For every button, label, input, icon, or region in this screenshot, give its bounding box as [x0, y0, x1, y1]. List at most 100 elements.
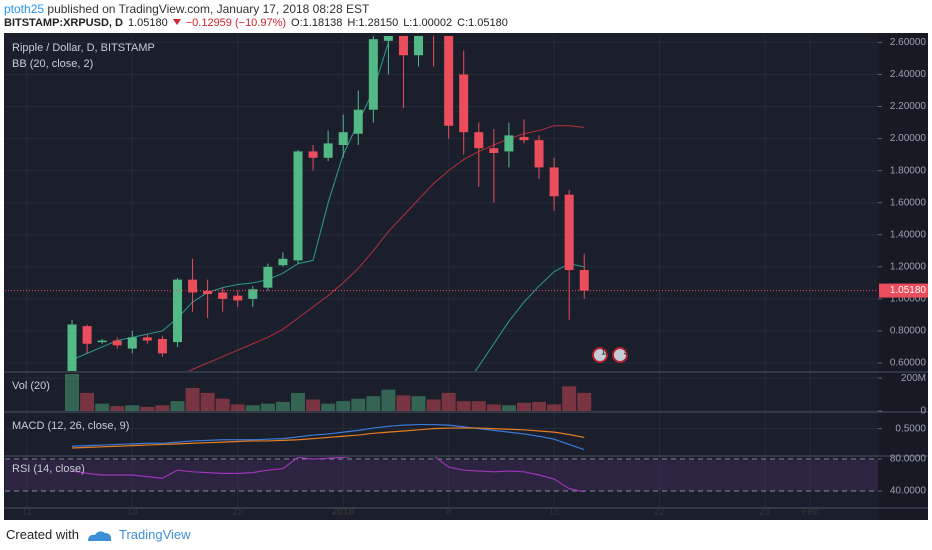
candle-body: [474, 132, 484, 149]
line: [72, 423, 585, 451]
candle-body: [97, 340, 107, 343]
volume-bar: [215, 398, 230, 411]
x-tick-label: Feb: [802, 507, 820, 518]
volume-bar: [456, 401, 471, 411]
candle-body: [323, 143, 333, 158]
candle-body: [459, 74, 469, 133]
pane-title: Ripple / Dollar, D, BITSTAMP: [12, 42, 155, 54]
symbol-line: BITSTAMP:XRPUSD, D 1.05180 −0.12959 (−10.9…: [4, 17, 513, 29]
candle-body: [534, 140, 544, 168]
volume-bar: [170, 401, 185, 411]
candle-body: [338, 132, 348, 145]
symbol: BITSTAMP:XRPUSD, D: [4, 17, 123, 29]
volume-bar: [291, 392, 306, 411]
y-tick-label: 2.20000: [890, 101, 927, 112]
candle-body: [248, 289, 258, 299]
volume-bar: [547, 404, 562, 411]
candle-body: [383, 36, 393, 41]
published: published on TradingView.com, January 17…: [47, 2, 370, 16]
candle-body: [263, 266, 273, 288]
last-price-label: 1.05180: [890, 285, 927, 296]
candle-body: [398, 36, 408, 56]
candle-body: [429, 10, 438, 18]
footer: Created with TradingView: [6, 527, 191, 542]
candle-body: [82, 326, 92, 344]
y-tick-label: 2.40000: [890, 69, 927, 80]
candle-body: [579, 270, 589, 291]
volume-bar: [381, 389, 396, 411]
candle-body: [519, 136, 529, 141]
candle-body: [308, 151, 318, 158]
candle-body: [218, 292, 228, 299]
y-tick-label: 1.00000: [890, 294, 927, 305]
line: [71, 457, 585, 493]
candle-body: [444, 36, 454, 126]
volume-bar: [577, 392, 592, 411]
candle-body: [293, 151, 303, 261]
y-tick-label: 1.20000: [890, 261, 927, 272]
ohlc: O:1.18138: [291, 17, 343, 29]
volume-bar: [532, 401, 547, 411]
rsi-band: [5, 459, 878, 491]
volume-bar: [426, 399, 441, 411]
candle-body: [368, 39, 378, 110]
volume-bar: [200, 392, 215, 411]
volume-bar: [65, 374, 80, 411]
volume-bar: [321, 403, 336, 411]
indicator-label: BB (20, close, 2): [12, 58, 93, 70]
brand[interactable]: TradingView: [118, 527, 191, 542]
y-tick-label: 0: [920, 406, 926, 417]
y-tick-label: 0.60000: [890, 358, 927, 369]
pane: [5, 374, 878, 411]
line: [71, 36, 391, 361]
candle-body: [172, 279, 182, 343]
y-tick-label: 0.5000: [895, 423, 926, 434]
volume-bar: [516, 402, 531, 411]
pane-title: MACD (12, 26, close, 9): [12, 420, 129, 432]
y-tick-label: 80.0000: [890, 454, 927, 465]
candle-body: [188, 279, 198, 293]
candle-body: [203, 290, 213, 295]
pane-title: RSI (14, close): [12, 463, 85, 475]
logo: [88, 531, 112, 541]
candle-body: [233, 295, 243, 301]
x-tick-label: 15: [549, 507, 561, 518]
volume-bar: [140, 406, 155, 411]
volume-bar: [351, 398, 366, 411]
event-label: 10: [601, 346, 611, 356]
down-arrow: [172, 19, 181, 25]
chart: 11 18 25 2018 8 15 22 29 Feb 0.60000 0.80000 1.0000…: [4, 10, 928, 520]
candle-body: [142, 337, 152, 341]
pane: [5, 457, 878, 493]
volume-bar: [155, 405, 170, 411]
candle-body: [504, 135, 514, 152]
volume-bar: [275, 401, 290, 411]
y-tick-label: 1.80000: [890, 165, 927, 176]
volume-bar: [230, 404, 245, 411]
candle-body: [564, 194, 574, 271]
header: ptoth25 published on TradingView.com, Ja…: [4, 2, 369, 16]
candle-body: [67, 324, 77, 371]
pane-title: Vol (20): [12, 380, 50, 392]
y-tick-label: 2.00000: [890, 133, 927, 144]
x-tick-label: 29: [759, 507, 771, 518]
volume-bar: [441, 392, 456, 411]
candle-body: [127, 337, 137, 349]
author[interactable]: ptoth25: [4, 2, 45, 16]
pane: [5, 423, 878, 451]
x-tick-label: 11: [22, 507, 33, 518]
line: [474, 263, 585, 371]
volume-bar: [366, 396, 381, 411]
volume-bar: [306, 399, 321, 411]
volume-bar: [501, 405, 516, 411]
volume-bar: [471, 401, 486, 411]
ohlc: C:1.05180: [457, 17, 508, 29]
x-tick-label: 2018: [332, 507, 355, 518]
y-tick-label: 40.0000: [890, 486, 927, 497]
volume-bar: [486, 404, 501, 411]
x-tick-label: 25: [232, 507, 244, 518]
ohlc: L:1.00002: [403, 17, 453, 29]
y-tick-label: 2.60000: [890, 37, 927, 48]
change: −0.12959 (−10.97%): [185, 17, 287, 29]
